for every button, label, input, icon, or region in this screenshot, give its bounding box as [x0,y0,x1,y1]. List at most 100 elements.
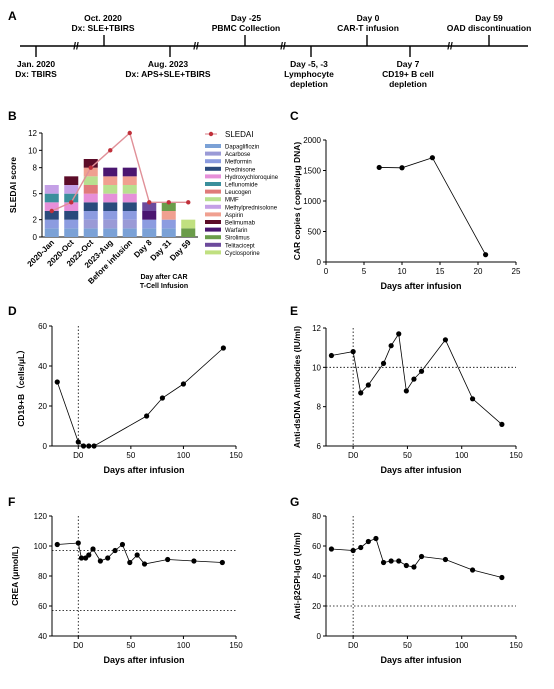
x-tick-label: 50 [126,451,135,460]
bar-segment [83,159,98,168]
y-tick-label: 0 [33,233,38,242]
data-point [358,390,364,396]
bar-segment [83,228,98,237]
legend-swatch [205,189,221,194]
sledai-point [186,200,191,205]
legend-swatch [205,235,221,240]
bar-segment [161,202,176,211]
x-axis-title: Days after infusion [380,465,461,475]
legend-swatch [205,151,221,156]
bar-segment [103,202,118,211]
bar-segment [44,185,59,194]
bar-segment [44,202,59,211]
x-axis-title: Days after infusion [103,655,184,665]
timeline-event-label: depletion [290,79,328,89]
y-tick-label: 60 [38,602,47,611]
data-point [418,368,425,374]
timeline-event-label: Day 59 [475,13,503,23]
data-point [358,544,364,551]
x-tick-label: 100 [455,641,469,650]
bar-segment [64,202,79,211]
chart-panel-e: E 6 8 10 12 D0 50 100 150 Days after infusion Anti… [290,304,523,475]
legend-entry: MMF [225,198,239,204]
y-tick-label: 100 [34,542,48,551]
data-point [134,552,140,558]
panel-letter-f: F [8,495,15,509]
y-tick-label: 10 [28,146,37,155]
y-tick-label: 12 [28,129,37,138]
legend-swatch [205,204,221,209]
data-point [365,382,371,388]
bar-segment [64,228,79,237]
bar-segment [161,211,176,220]
x-tick-label: 150 [509,641,523,650]
y-tick-label: 40 [38,632,47,641]
data-point [442,556,449,563]
bar-segment [181,219,196,229]
category-label: Day 59 [168,238,193,263]
legend-swatch [205,212,221,217]
timeline-event-label: PBMC Collection [212,23,280,33]
x-tick-label: 5 [362,267,367,276]
chart-panel-f: F 40 60 80 100 120 D0 50 100 150 Days after infusi… [8,495,243,665]
y-tick-label: 1000 [303,197,321,206]
y-tick-label: 2000 [303,136,321,145]
legend-swatch [205,197,221,202]
data-point [54,541,60,548]
timeline-event-label: OAD discontinuation [447,23,532,33]
panel-letter-c: C [290,109,299,123]
series-line [331,537,502,578]
timeline-event-label: Dx: TBIRS [15,69,57,79]
category-note: Day after CAR [140,274,187,281]
bar-segment [83,185,98,194]
panel-letter-a: A [8,9,17,23]
data-point [403,388,409,394]
y-tick-label: 20 [312,602,321,611]
x-tick-label: 50 [403,451,412,460]
data-point [219,559,225,566]
data-point [105,555,111,561]
bar-segment [122,228,137,237]
y-tick-label: 60 [38,322,47,331]
legend-entry: Cyclosporine [225,251,260,257]
sledai-point [69,200,74,205]
bar-segment [103,193,118,203]
legend-entry: Prednisone [225,167,256,173]
bar-segment [83,219,98,229]
y-tick-label: 120 [34,512,48,521]
data-point [411,564,417,570]
x-tick-label: 100 [455,451,469,460]
panel-letter-g: G [290,495,299,509]
bar-segment [103,185,118,194]
y-tick-label: 40 [312,572,321,581]
y-tick-label: 60 [312,542,321,551]
data-point [141,561,148,567]
bar-segment [103,167,118,177]
timeline-break-mark: // [73,42,79,53]
data-point [469,567,476,573]
x-tick-label: D0 [73,641,84,650]
y-tick-label: 0 [317,258,322,267]
legend-entry: Leucogen [225,190,251,196]
bar-segment [83,193,98,203]
data-point [350,547,356,554]
bar-segment [64,176,79,185]
data-point [75,540,81,546]
legend-entry: Metformin [225,160,252,166]
bar-segment [161,219,176,229]
bar-segment [122,211,137,220]
legend-entry: Aspirin [225,213,243,219]
bar-segment [44,228,59,237]
x-axis-title: Days after infusion [103,465,184,475]
sledai-point [88,165,93,170]
timeline-event-label: Lymphocyte [284,69,334,79]
y-tick-label: 12 [312,324,321,333]
legend-swatch [205,159,221,164]
bar-segment [103,219,118,229]
legend-entry: Methylprednisolone [225,205,278,211]
timeline-event-label: Jan. 2020 [17,59,56,69]
